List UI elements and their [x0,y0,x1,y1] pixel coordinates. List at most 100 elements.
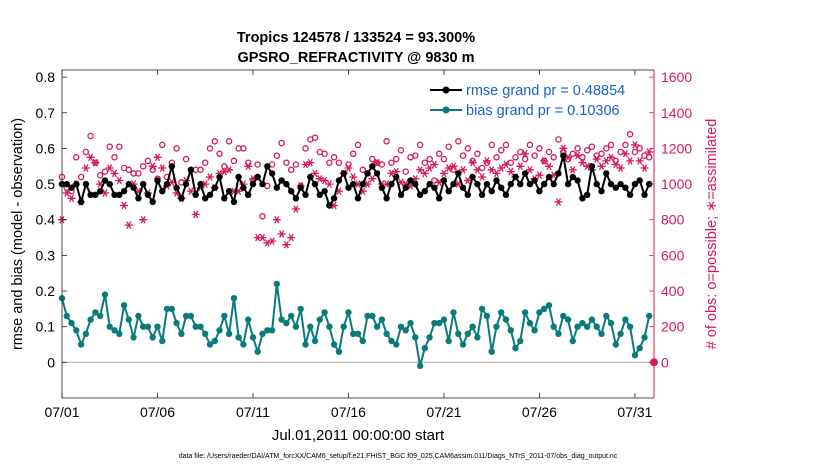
bias-point [120,302,128,309]
bias-point [526,319,534,327]
series-bias [58,280,653,370]
rmse-point [364,170,371,177]
obs-assimilated-point [344,164,353,172]
bias-point [330,341,338,348]
obs-possible-point [440,155,448,163]
obs-assimilated-point [349,173,358,181]
rmse-point [135,195,142,202]
rmse-point [502,191,510,198]
rmse-point [493,177,500,184]
rmse-point [168,163,175,170]
y-right-tick-label: 200 [661,319,685,335]
rmse-point [283,180,290,188]
bias-point [221,312,228,320]
obs-possible-point [517,148,524,156]
bias-point [245,316,252,323]
obs-possible-point [598,150,605,158]
rmse-point [330,195,338,202]
rmse-point [245,191,252,198]
obs-possible-point [182,155,190,163]
bias-point [445,337,452,345]
rmse-point [292,195,300,202]
obs-assimilated-point [420,169,429,178]
obs-assimilated-point [81,164,90,172]
bias-point [416,362,424,370]
rmse-point [464,191,471,198]
bias-point [307,323,314,330]
obs-assimilated-point [492,169,501,178]
bias-point [316,316,323,323]
obs-assimilated-point [568,166,577,174]
obs-possible-point [421,159,429,166]
bias-point [407,319,414,327]
bias-point [579,319,586,327]
obs-possible-point [412,152,419,159]
bias-point [469,323,476,330]
obs-possible-point [144,157,152,165]
obs-assimilated-point [115,176,124,185]
obs-possible-point [550,154,557,161]
obs-assimilated-point [540,157,549,165]
obs-possible-point [626,130,634,138]
obs-assimilated-point [449,162,458,171]
obs-possible-point [431,177,438,184]
obs-assimilated-point [630,141,639,149]
bias-point [125,316,132,323]
bias-point [517,337,524,345]
bias-point [182,312,190,320]
obs-assimilated-point [559,144,568,153]
x-tick-label: 07/21 [426,404,461,420]
bias-point [393,341,400,348]
obs-possible-point [536,145,543,152]
obs-possible-point [531,152,538,159]
rmse-point [507,180,514,188]
rmse-point [521,170,529,177]
bias-point [493,323,500,330]
rmse-point [550,180,557,188]
obs-assimilated-point [497,164,506,172]
bias-point [106,323,113,330]
obs-assimilated-point [416,166,425,174]
obs-assimilated-point [282,240,291,249]
obs-possible-point [603,145,610,152]
obs-assimilated-point [506,167,515,176]
obs-assimilated-point [306,158,315,167]
legend-bias-label: bias grand pr = 0.10306 [466,103,620,119]
rmse-point [359,180,366,188]
obs-possible-point [359,166,367,174]
rmse-point [574,177,581,184]
obs-assimilated-point [62,189,71,197]
obs-possible-point [545,148,553,156]
rmse-point [268,170,276,177]
rmse-point [450,180,457,188]
obs-possible-point [397,146,405,154]
bias-point [173,319,180,327]
obs-possible-point [607,141,615,149]
bias-point [63,312,70,320]
rmse-point [125,180,132,188]
bias-point [159,337,166,345]
bias-point [436,319,443,327]
bias-point [459,341,467,348]
obs-assimilated-point [291,205,300,213]
obs-possible-point [445,143,452,150]
bias-point [440,316,448,323]
rmse-point [431,184,438,191]
rmse-point [560,152,567,159]
obs-assimilated-point [272,215,281,224]
bias-point [521,309,529,316]
bias-point [225,330,233,337]
bias-point [612,341,619,348]
bias-point [646,312,653,320]
bias-point [560,312,567,320]
rmse-point [445,188,452,195]
y-left-tick-label: 0.7 [36,105,56,121]
bias-point [211,337,218,345]
rmse-point [111,191,118,198]
rmse-point [631,180,639,188]
obs-assimilated-point [325,180,334,188]
obs-possible-point [349,150,357,158]
obs-assimilated-point [597,162,606,171]
obs-assimilated-point [502,160,510,169]
